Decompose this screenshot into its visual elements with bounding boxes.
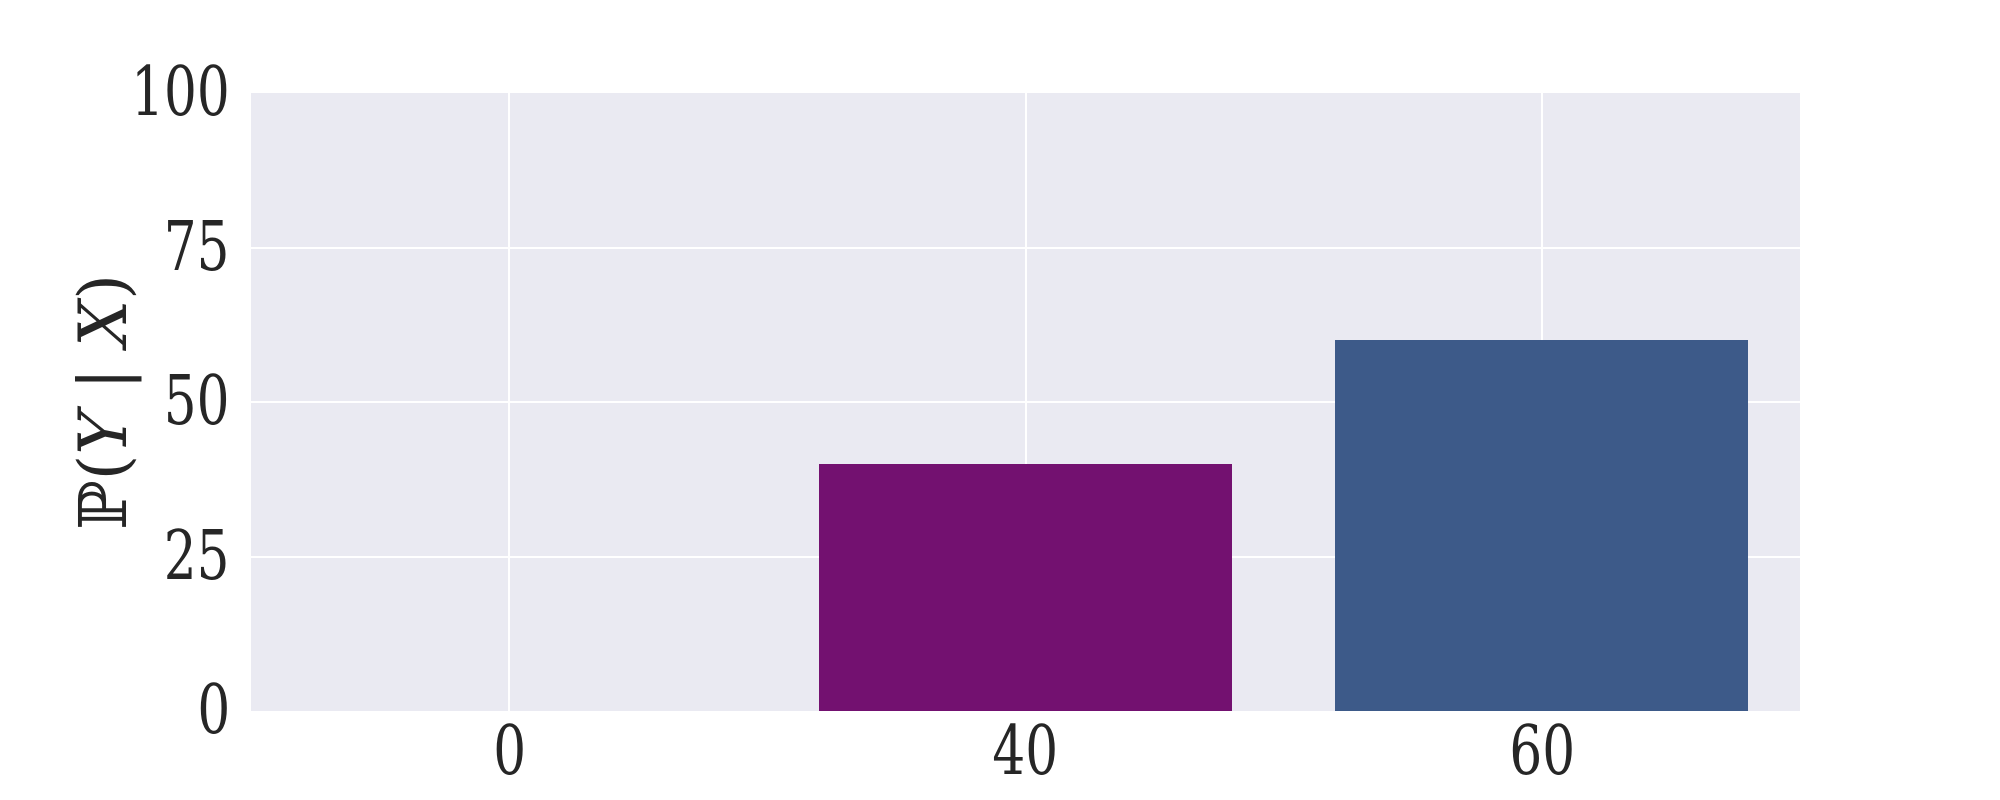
y-axis-label-part: Y [65,410,142,455]
y-axis-label-part: | [65,346,142,411]
y-tick-label-75: 75 [164,207,230,287]
y-tick-label-50: 50 [164,362,230,441]
plot-area [251,93,1800,711]
y-axis-label: ℙ(Y | X) [65,274,142,530]
bar-60 [1335,340,1749,711]
y-tick-label-0: 0 [197,671,230,750]
vertical-gridline [508,93,511,711]
x-tick-label-40: 40 [992,712,1059,791]
vertical-gridline [1024,93,1027,711]
x-tick-label-60: 60 [1508,712,1575,791]
y-axis-label-part: X [65,299,142,347]
y-axis-label-part: ℙ( [65,454,142,530]
y-tick-label-100: 100 [131,53,230,132]
bar-40 [818,463,1233,711]
y-axis-label-part: ) [65,274,142,300]
x-tick-label-0: 0 [492,712,526,791]
y-tick-label-25: 25 [164,516,230,596]
